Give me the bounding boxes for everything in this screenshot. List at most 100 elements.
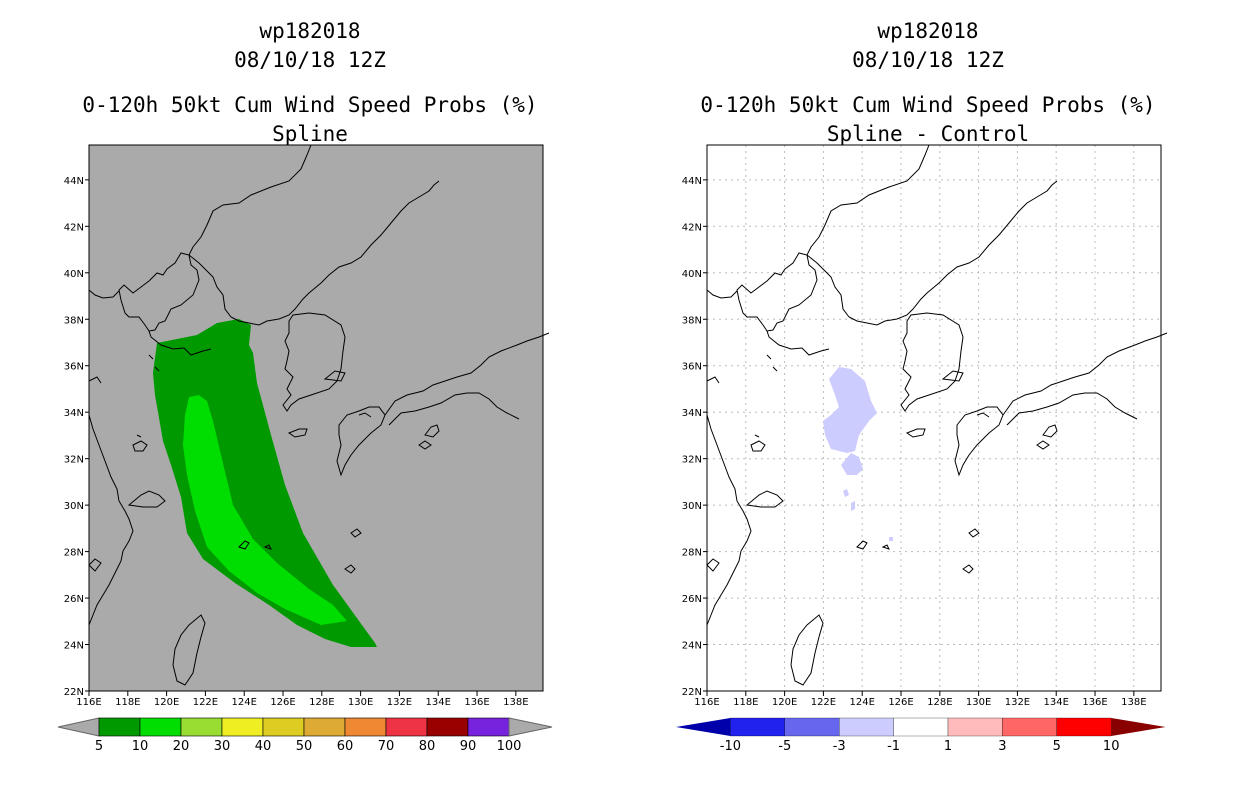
left-lat-label: 32N (64, 455, 84, 466)
left-title-storm-id: wp182018 (259, 19, 361, 43)
axis-labels: 116E 118E 120E 122E 124E 126E 128E 130E 132E 134E… (64, 176, 1147, 708)
left-lon-label: 122E (193, 697, 218, 708)
left-colorbar-label: 20 (173, 739, 190, 754)
right-lat-label: 32N (682, 455, 702, 466)
right-title-datetime: 08/10/18 12Z (852, 48, 1004, 72)
right-lon-label: 118E (733, 697, 758, 708)
right-lat-label: 36N (682, 362, 702, 373)
right-lon-label: 120E (772, 697, 797, 708)
right-colorbar-swatch (730, 717, 785, 737)
left-colorbar-label: 60 (337, 739, 354, 754)
left-colorbar-swatch (467, 717, 510, 737)
diff-neg-spot-2 (851, 501, 855, 511)
right-colorbar-label: -10 (720, 739, 741, 754)
right-lon-label: 124E (850, 697, 875, 708)
left-lat-label: 24N (64, 641, 84, 652)
right-lat-label: 22N (682, 687, 702, 698)
left-lat-label: 30N (64, 501, 84, 512)
left-lat-label: 40N (64, 269, 84, 280)
left-colorbar-swatch (139, 717, 182, 737)
right-map-frame (706, 144, 1162, 692)
left-lon-label: 126E (270, 697, 295, 708)
right-map-background (707, 145, 1161, 691)
diff-neg-spot-1 (843, 489, 849, 497)
right-lon-label: 116E (694, 697, 719, 708)
left-lat-label: 42N (64, 222, 84, 233)
left-colorbar-arrow-low (57, 717, 100, 737)
left-lat-label: 36N (64, 362, 84, 373)
left-lon-label: 132E (387, 697, 412, 708)
left-lon-label: 138E (503, 697, 528, 708)
colorbars: 5 10 20 30 40 50 60 70 80 90 100 -10 -5 -3 -1 1 3 5 10 (57, 717, 1166, 754)
right-colorbar-label: -3 (833, 739, 846, 754)
right-lon-label: 136E (1082, 697, 1107, 708)
right-colorbar-label: -5 (778, 739, 791, 754)
left-lon-label: 118E (115, 697, 140, 708)
right-lon-label: 122E (811, 697, 836, 708)
left-lat-label: 26N (64, 594, 84, 605)
left-colorbar-swatch (303, 717, 346, 737)
left-colorbar-swatch (262, 717, 305, 737)
left-lon-label: 134E (426, 697, 451, 708)
right-colorbar-arrow-high (1111, 718, 1166, 736)
left-colorbar-label: 90 (460, 739, 477, 754)
left-lon-label: 136E (464, 697, 489, 708)
prob-10-contour (183, 395, 347, 625)
left-lon-label: 130E (348, 697, 373, 708)
right-lat-label: 24N (682, 641, 702, 652)
right-colorbar-arrow-low (676, 718, 731, 736)
left-colorbar-swatch (344, 717, 387, 737)
left-colorbar-swatch (180, 717, 223, 737)
right-map (706, 144, 1168, 692)
diff-contours (823, 367, 893, 541)
right-title-storm-id: wp182018 (877, 19, 979, 43)
diff-neg-area-south (841, 453, 863, 475)
right-lat-label: 38N (682, 315, 702, 326)
right-colorbar-swatch (893, 717, 949, 737)
left-lat-label: 28N (64, 548, 84, 559)
left-lon-label: 116E (76, 697, 101, 708)
left-colorbar-swatch (426, 717, 469, 737)
right-lon-label: 138E (1121, 697, 1146, 708)
right-lat-label: 34N (682, 408, 702, 419)
right-lat-label: 40N (682, 269, 702, 280)
left-lat-label: 34N (64, 408, 84, 419)
diff-neg-spot-3 (889, 537, 893, 541)
left-title-product: 0-120h 50kt Cum Wind Speed Probs (%) (82, 93, 538, 117)
left-title-method: Spline (272, 122, 348, 146)
left-colorbar-label: 5 (95, 739, 103, 754)
right-title-product: 0-120h 50kt Cum Wind Speed Probs (%) (700, 93, 1156, 117)
prob-5-contour (153, 319, 377, 647)
left-colorbar-swatch (98, 717, 141, 737)
left-colorbar-arrow-high (508, 717, 553, 737)
right-colorbar-swatch (1002, 717, 1057, 737)
right-colorbar-swatch (784, 717, 840, 737)
left-colorbar-label: 30 (214, 739, 231, 754)
left-lon-label: 128E (309, 697, 334, 708)
right-colorbar-label: 5 (1053, 739, 1061, 754)
left-map-frame (88, 144, 544, 692)
right-colorbar-swatch (839, 717, 894, 737)
left-lat-label: 22N (64, 687, 84, 698)
left-colorbar-label: 80 (419, 739, 436, 754)
right-colorbar-label: 10 (1103, 739, 1120, 754)
right-lon-label: 130E (966, 697, 991, 708)
left-colorbar-label: 50 (296, 739, 313, 754)
left-colorbar-swatch (221, 717, 264, 737)
left-colorbar-swatch (385, 717, 428, 737)
right-lat-label: 42N (682, 222, 702, 233)
right-lat-label: 28N (682, 548, 702, 559)
right-lon-label: 132E (1005, 697, 1030, 708)
left-colorbar-label: 100 (497, 739, 522, 754)
right-colorbar-label: 1 (944, 739, 952, 754)
right-colorbar-label: -1 (887, 739, 900, 754)
right-lon-label: 126E (888, 697, 913, 708)
right-lat-label: 44N (682, 176, 702, 187)
right-lon-label: 134E (1044, 697, 1069, 708)
right-colorbar-swatch (947, 717, 1003, 737)
right-map-gridlines (707, 145, 1161, 691)
left-colorbar-label: 70 (378, 739, 395, 754)
right-lon-label: 128E (927, 697, 952, 708)
right-lat-label: 30N (682, 501, 702, 512)
